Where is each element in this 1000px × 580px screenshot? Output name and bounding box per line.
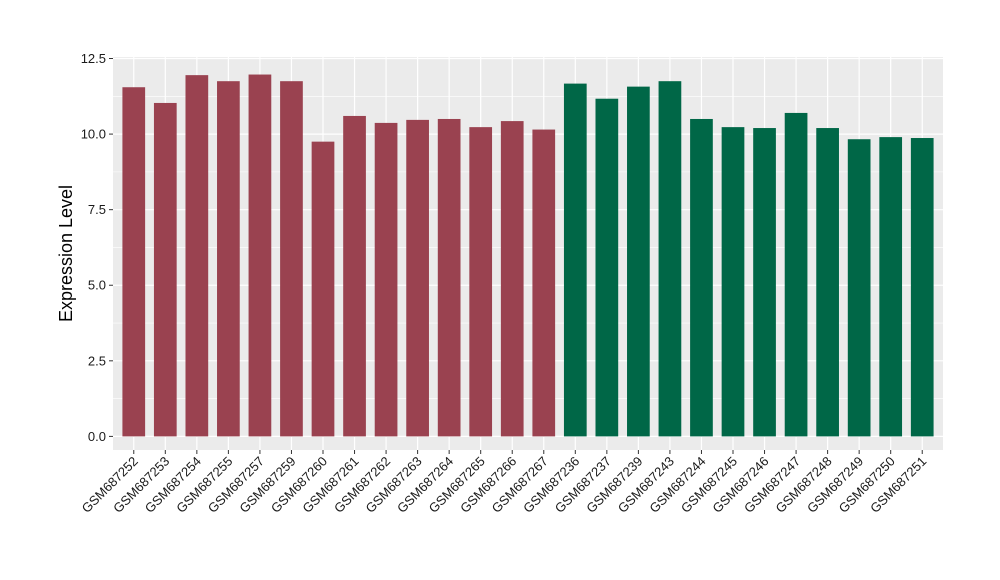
x-axis: GSM687252GSM687253GSM687254GSM687255GSM6… <box>79 450 929 516</box>
bar-GSM687243 <box>658 81 682 437</box>
bar-GSM687261 <box>343 115 366 437</box>
bar-GSM687239 <box>627 86 650 437</box>
y-axis: 0.0 2.5 5.0 7.5 10.0 12.5 <box>81 51 113 444</box>
bar-GSM687255 <box>217 81 240 437</box>
bar-GSM687264 <box>437 118 461 437</box>
bar-GSM687250 <box>879 137 903 437</box>
bar-GSM687236 <box>563 83 587 437</box>
bar-GSM687245 <box>721 127 745 437</box>
bar-GSM687249 <box>847 139 871 437</box>
y-tick-label: 7.5 <box>88 202 106 217</box>
bar-GSM687248 <box>816 128 839 437</box>
y-tick-label: 5.0 <box>88 278 106 293</box>
y-tick-label: 12.5 <box>81 51 106 66</box>
bar-GSM687260 <box>311 141 335 437</box>
bar-GSM687237 <box>595 98 619 437</box>
y-tick-label: 2.5 <box>88 353 106 368</box>
bar-GSM687254 <box>185 75 209 437</box>
bar-GSM687251 <box>910 138 934 437</box>
bar-GSM687259 <box>280 81 303 437</box>
bar-GSM687263 <box>406 119 429 437</box>
y-tick-label: 10.0 <box>81 127 106 142</box>
bar-GSM687267 <box>532 129 556 437</box>
bar-GSM687247 <box>784 112 808 437</box>
bar-GSM687266 <box>500 121 524 437</box>
bar-GSM687252 <box>122 87 146 437</box>
bars-group <box>122 74 934 437</box>
bar-GSM687257 <box>248 74 272 437</box>
bar-GSM687244 <box>690 118 713 437</box>
bar-GSM687265 <box>469 127 493 437</box>
y-axis-title: Expression Level <box>56 185 76 322</box>
bar-GSM687253 <box>153 102 177 437</box>
bar-GSM687262 <box>374 122 398 437</box>
bar-GSM687246 <box>753 128 776 437</box>
y-tick-label: 0.0 <box>88 429 106 444</box>
